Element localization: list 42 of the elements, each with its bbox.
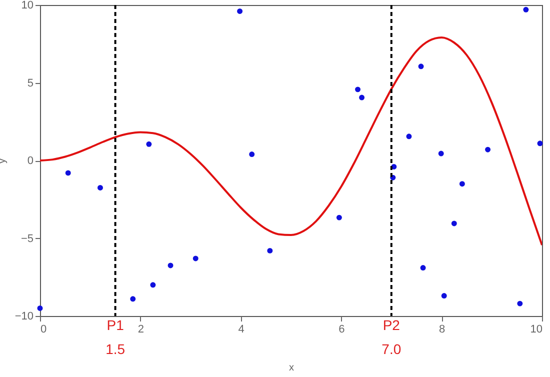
point <box>249 152 255 158</box>
x-tick-label: 0 <box>40 324 47 336</box>
x-tick-label: 6 <box>338 324 345 336</box>
point <box>130 296 136 302</box>
point <box>517 300 523 306</box>
y-tick-label: 0 <box>27 155 34 167</box>
y-tick-label: 10 <box>21 0 34 12</box>
point <box>406 134 412 140</box>
point <box>359 94 365 100</box>
point <box>267 248 273 254</box>
point <box>65 170 71 176</box>
y-tick-label: −5 <box>20 232 34 245</box>
point <box>150 282 156 288</box>
x-axis-title: x <box>289 362 294 374</box>
point <box>168 262 174 268</box>
point <box>336 214 342 220</box>
annotation: 7.0 <box>382 341 402 357</box>
point <box>237 8 243 14</box>
y-tick-label: 5 <box>27 77 34 90</box>
point <box>146 141 152 147</box>
ref-line-label: P1 <box>106 317 124 333</box>
point <box>523 6 529 12</box>
point <box>438 150 444 156</box>
point <box>485 146 491 152</box>
ref-line-label: P2 <box>382 317 400 333</box>
point <box>98 184 103 190</box>
point <box>451 220 457 226</box>
point <box>441 293 447 299</box>
x-tick-label: 10 <box>530 324 542 336</box>
point <box>420 265 426 271</box>
x-tick-label: 8 <box>439 324 446 336</box>
point <box>192 256 198 262</box>
point <box>418 64 424 70</box>
annotation: 1.5 <box>106 341 126 357</box>
x-tick-label: 4 <box>238 324 244 336</box>
line-series <box>40 36 542 246</box>
point <box>37 305 43 311</box>
point <box>459 181 465 187</box>
point <box>537 140 543 146</box>
y-tick-label: −10 <box>14 310 34 322</box>
x-tick-label: 2 <box>138 324 144 336</box>
point <box>355 86 361 92</box>
